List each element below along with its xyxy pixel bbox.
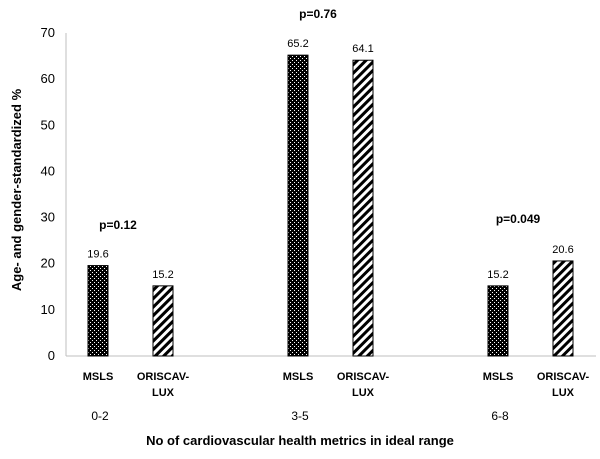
data-label: 64.1 [352, 43, 373, 55]
bar-oriscav-lux-6-8 [552, 260, 574, 357]
p-value-annotation: p=0.049 [496, 212, 541, 226]
series-axis-label: ORISCAV- [537, 371, 590, 383]
bar-oriscav-lux-3-5 [352, 59, 374, 357]
bar-msls-0-2 [87, 265, 109, 357]
data-label: 19.6 [87, 249, 108, 261]
data-label: 20.6 [552, 244, 573, 256]
data-label: 65.2 [287, 38, 308, 50]
series-axis-label: MSLS [283, 371, 314, 383]
category-label: 6-8 [491, 409, 509, 423]
bar-msls-3-5 [287, 54, 309, 357]
axes: 0 10 20 30 40 50 60 70 [41, 25, 596, 363]
series-axis-label: MSLS [483, 371, 514, 383]
series-axis-label: LUX [352, 387, 375, 399]
y-tick-label: 20 [41, 256, 55, 271]
category-label: 3-5 [291, 409, 309, 423]
y-axis-title: Age- and gender-standardized % [9, 88, 24, 291]
p-value-annotation: p=0.12 [99, 218, 137, 232]
series-axis-label: ORISCAV- [137, 371, 190, 383]
p-value-annotation: p=0.76 [299, 7, 337, 21]
bar-msls-6-8 [487, 285, 509, 357]
data-label: 15.2 [152, 269, 173, 281]
y-tick-label: 70 [41, 25, 55, 40]
series-axis-label: LUX [552, 387, 575, 399]
bar-oriscav-lux-0-2 [152, 285, 174, 357]
y-tick-label: 60 [41, 71, 55, 86]
y-tick-label: 50 [41, 117, 55, 132]
y-tick-label: 40 [41, 163, 55, 178]
series-axis-label: MSLS [83, 371, 114, 383]
category-label: 0-2 [91, 409, 109, 423]
labels: 19.6 MSLS 15.2 ORISCAV- LUX 0-2 p=0.12 65.2 MSLS… [83, 7, 590, 423]
series-axis-label: ORISCAV- [337, 371, 390, 383]
y-tick-label: 30 [41, 210, 55, 225]
y-tick-label: 0 [48, 348, 55, 363]
x-axis-title: No of cardiovascular health metrics in i… [146, 433, 454, 448]
y-tick-label: 10 [41, 302, 55, 317]
bars [87, 54, 574, 357]
series-axis-label: LUX [152, 387, 175, 399]
data-label: 15.2 [487, 269, 508, 281]
